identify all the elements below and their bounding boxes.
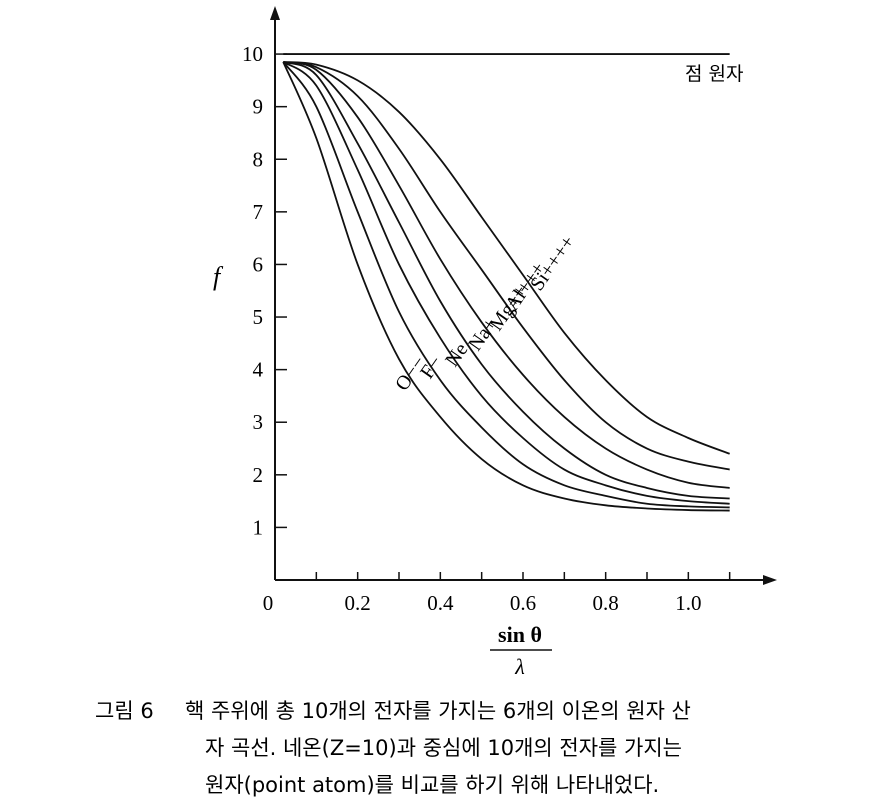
- y-tick-label: 6: [253, 252, 264, 276]
- y-tick-label: 5: [253, 305, 264, 329]
- x-axis-label-denominator: λ: [514, 654, 525, 679]
- curve: [283, 61, 730, 471]
- caption-label: 그림 6: [95, 699, 154, 723]
- y-axis-label: f: [213, 262, 224, 291]
- y-tick-label: 3: [253, 410, 264, 434]
- x-axis-label-numerator: sin θ: [498, 622, 542, 647]
- caption-line: 원자(point atom)를 비교를 하기 위해 나타내었다.: [205, 773, 659, 797]
- x-tick-label: 0: [263, 591, 274, 615]
- y-tick-label: 9: [253, 95, 264, 119]
- x-axis-arrow: [763, 575, 777, 585]
- curve-label: 점 원자: [685, 63, 743, 85]
- x-tick-label: 0.4: [427, 591, 454, 615]
- y-tick-label: 4: [253, 358, 264, 382]
- caption-line: 자 곡선. 네온(Z=10)과 중심에 10개의 전자를 가지는: [205, 736, 682, 760]
- curve: [282, 61, 730, 500]
- x-tick-label: 0.6: [510, 591, 536, 615]
- x-tick-label: 0.2: [345, 591, 371, 615]
- curve: [282, 61, 730, 505]
- curve: [282, 61, 730, 512]
- y-tick-label: 1: [253, 515, 264, 539]
- caption-line: 핵 주위에 총 10개의 전자를 가지는 6개의 이온의 원자 산: [185, 699, 691, 723]
- x-tick-label: 0.8: [593, 591, 619, 615]
- y-axis-arrow: [270, 6, 280, 20]
- y-tick-label: 8: [253, 147, 264, 171]
- y-tick-label: 10: [242, 42, 263, 66]
- y-tick-label: 7: [253, 200, 264, 224]
- curve: [283, 61, 730, 455]
- x-tick-label: 1.0: [675, 591, 701, 615]
- curve: [282, 61, 730, 509]
- curve: [283, 61, 730, 489]
- y-tick-label: 2: [253, 463, 264, 487]
